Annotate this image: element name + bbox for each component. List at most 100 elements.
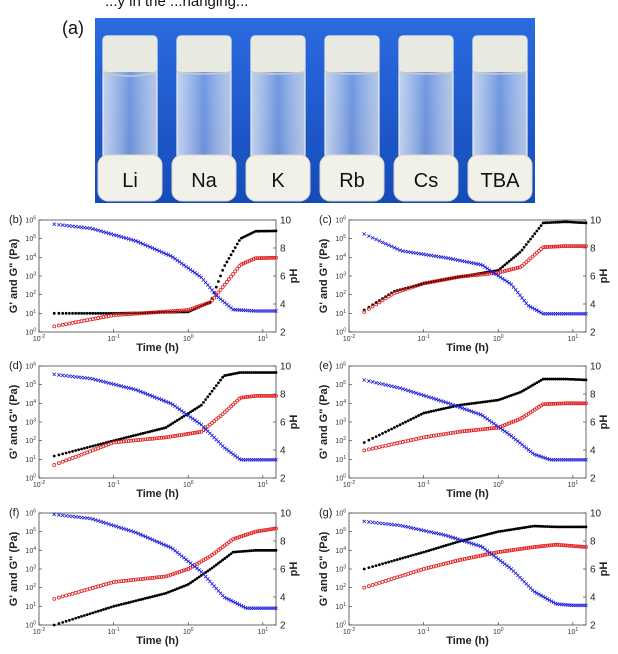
data-point [70,514,75,519]
data-point [141,597,145,601]
data-point [74,311,78,315]
data-point [157,540,162,545]
data-point [429,565,434,569]
data-point [377,381,382,386]
data-point [253,256,258,261]
data-point [498,426,503,431]
data-point [126,439,131,443]
y2-axis-title: pH [598,415,610,430]
x-tick-label: 100 [183,334,194,343]
data-point [401,422,405,425]
data-point [567,401,572,406]
data-point [362,585,367,590]
vial-cs: Cs [393,35,459,202]
data-point [175,433,180,438]
data-point [387,560,391,564]
data-point [179,409,184,413]
x-axis-title: Time (h) [136,488,179,500]
data-point [143,431,147,435]
data-point [111,523,116,528]
data-point [114,604,118,608]
data-point [106,522,111,526]
data-point [502,549,507,554]
data-point [159,541,164,546]
data-point [227,597,231,602]
data-point [70,591,75,596]
data-point [507,259,511,263]
data-point [258,371,262,374]
data-point [260,371,264,374]
data-point [458,405,462,410]
chart-svg: (c)10-2 10-1 100 10110010110210310410510624… [318,214,610,354]
data-point [469,541,474,546]
data-point [247,531,252,536]
data-point [60,373,65,378]
plot-frame [348,512,587,626]
data-point [406,388,411,393]
data-point [507,421,512,426]
data-point [138,241,143,245]
data-point [52,597,57,601]
data-point [362,519,367,524]
data-point [195,430,199,435]
data-point [239,262,244,267]
data-point [582,401,586,406]
data-point [383,382,388,387]
data-point [492,531,496,535]
data-point [210,298,214,303]
data-point [91,311,95,315]
data-point [235,371,239,375]
data-point [212,564,216,568]
data-point [565,543,570,548]
data-point [133,387,138,392]
data-point [74,616,78,620]
data-point [582,544,586,549]
y-axis-title: G' and G" (Pa) [318,384,330,459]
data-point [578,401,582,406]
data-point [241,604,246,609]
data-point [131,311,136,316]
data-point [426,280,431,285]
y2-tick-label: 10 [280,509,292,520]
data-point [446,560,451,565]
data-point [247,394,252,399]
data-point [168,434,173,439]
data-point [467,537,471,541]
data-point [214,384,218,388]
data-point [88,445,92,449]
vial-li: Li [97,35,163,202]
data-point [262,548,266,552]
chart-panel-d: (d) 10-2 10-1 100 101 100 101 102 103 104 105 106 2 4… [3,358,303,501]
data-point [138,311,143,316]
data-point [266,371,270,374]
data-point [421,281,426,286]
data-point [136,577,141,582]
data-point [492,399,496,403]
data-point [469,409,474,414]
panel-label: (d) [9,360,22,372]
data-point [164,435,168,440]
chart-panel-f: (f) 10-2 10-1 100 101 100 101 102 103 104 105 106 2 4… [3,505,303,648]
data-point [552,525,555,529]
data-point [64,223,68,228]
data-point [274,606,278,611]
data-point [114,579,119,584]
data-point [474,411,478,415]
data-point [434,433,439,438]
data-point [195,272,199,277]
data-point [170,255,175,260]
y-tick-label: 105 [335,234,346,243]
data-point [499,529,502,533]
data-point [448,402,453,406]
data-point [61,452,65,456]
data-point [116,525,121,530]
data-point [395,558,399,562]
data-point [451,559,455,564]
data-point [231,402,236,407]
data-point [518,293,522,298]
data-point [576,525,580,529]
data-point [119,526,124,530]
data-point [509,394,513,397]
data-point [152,247,157,251]
data-point [565,244,570,248]
